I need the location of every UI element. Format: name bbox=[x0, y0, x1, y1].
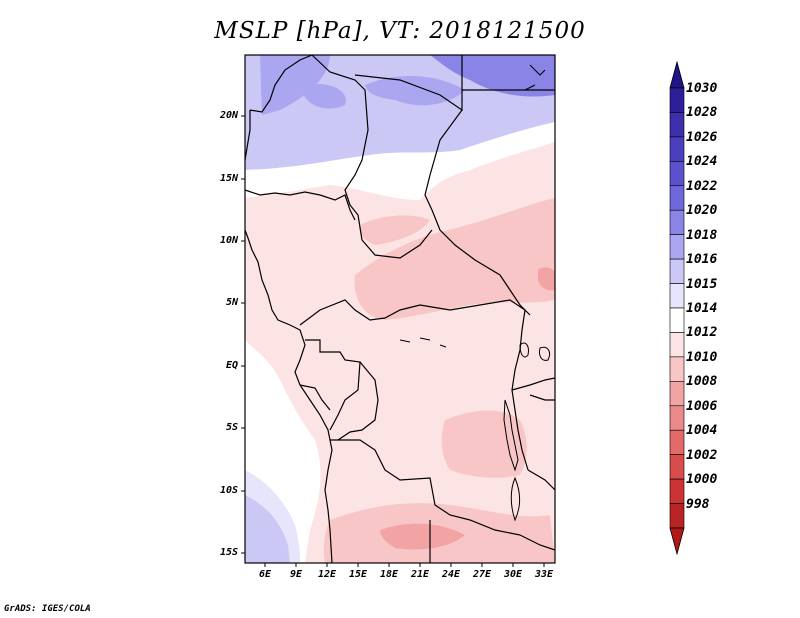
colorbar-label-1028: 1028 bbox=[686, 105, 718, 121]
colorbar-label-1012: 1012 bbox=[686, 325, 718, 341]
colorbar-label-1000: 1000 bbox=[686, 472, 718, 488]
lon-label-33e: 33E bbox=[534, 569, 554, 580]
colorbar-label-1030: 1030 bbox=[686, 81, 718, 96]
colorbar-label-1006: 1006 bbox=[686, 398, 718, 414]
lat-label-eq: EQ bbox=[225, 360, 238, 371]
colorbar-swatch-1004 bbox=[669, 429, 685, 455]
colorbar-top-arrow bbox=[669, 60, 685, 89]
colorbar-label-1008: 1008 bbox=[686, 374, 718, 390]
colorbar-swatch-1030 bbox=[669, 87, 685, 113]
colorbar-label-1026: 1026 bbox=[686, 129, 718, 145]
lon-label-27e: 27E bbox=[472, 569, 492, 580]
lakes bbox=[399, 64, 551, 522]
lon-label-21e: 21E bbox=[410, 569, 430, 580]
colorbar-label-998: 998 bbox=[686, 496, 710, 512]
colorbar-swatch-1002 bbox=[669, 454, 685, 480]
lat-label-5n: 5N bbox=[225, 297, 238, 308]
colorbar-swatch-998 bbox=[669, 503, 685, 529]
colorbar-swatch-1008 bbox=[669, 381, 685, 407]
colorbar-label-1024: 1024 bbox=[686, 154, 718, 170]
colorbar-swatch-1010 bbox=[669, 356, 685, 382]
grads-credit: GrADS: IGES/COLA bbox=[4, 604, 91, 614]
colorbar-swatch-1026 bbox=[669, 136, 685, 162]
colorbar-swatch-1014 bbox=[669, 307, 685, 333]
colorbar-swatch-1028 bbox=[669, 112, 685, 138]
lon-label-15e: 15E bbox=[348, 569, 368, 580]
colorbar-swatch-1015 bbox=[669, 283, 685, 309]
lat-label-20n: 20N bbox=[219, 110, 238, 121]
lon-label-30e: 30E bbox=[503, 569, 523, 580]
colorbar-swatch-1000 bbox=[669, 478, 685, 504]
colorbar-swatch-1006 bbox=[669, 405, 685, 431]
colorbar-label-1020: 1020 bbox=[686, 203, 718, 219]
colorbar-label-1014: 1014 bbox=[686, 301, 718, 316]
lat-label-10s: 10S bbox=[219, 485, 238, 496]
colorbar-label-1004: 1004 bbox=[686, 423, 718, 439]
lat-label-15s: 15S bbox=[219, 547, 238, 558]
lon-label-12e: 12E bbox=[317, 569, 337, 580]
plot-frame bbox=[244, 54, 556, 564]
colorbar-label-1002: 1002 bbox=[686, 447, 718, 463]
colorbar-label-1022: 1022 bbox=[686, 178, 718, 194]
lat-label-10n: 10N bbox=[219, 235, 238, 246]
colorbar-label-1015: 1015 bbox=[686, 276, 718, 292]
colorbar-swatch-1024 bbox=[669, 161, 685, 187]
map-title: MSLP [hPa], VT: 2018121500 bbox=[214, 18, 586, 44]
lat-label-15n: 15N bbox=[219, 173, 238, 184]
colorbar bbox=[669, 60, 685, 556]
colorbar-swatch-1018 bbox=[669, 234, 685, 260]
lon-label-18e: 18E bbox=[379, 569, 399, 580]
colorbar-swatch-1016 bbox=[669, 258, 685, 284]
axis-ticks bbox=[241, 115, 545, 567]
colorbar-label-1018: 1018 bbox=[686, 227, 718, 243]
colorbar-swatch-1022 bbox=[669, 185, 685, 211]
colorbar-swatch-1012 bbox=[669, 332, 685, 358]
country-borders bbox=[244, 54, 556, 564]
lon-label-24e: 24E bbox=[441, 569, 461, 580]
colorbar-bottom-arrow bbox=[669, 527, 685, 556]
lon-label-6e: 6E bbox=[258, 569, 272, 580]
lat-label-5s: 5S bbox=[225, 422, 238, 433]
colorbar-swatch-1020 bbox=[669, 209, 685, 235]
colorbar-label-1010: 1010 bbox=[686, 349, 718, 365]
colorbar-label-1016: 1016 bbox=[686, 252, 718, 268]
pressure-field bbox=[245, 55, 555, 563]
lon-label-9e: 9E bbox=[289, 569, 303, 580]
